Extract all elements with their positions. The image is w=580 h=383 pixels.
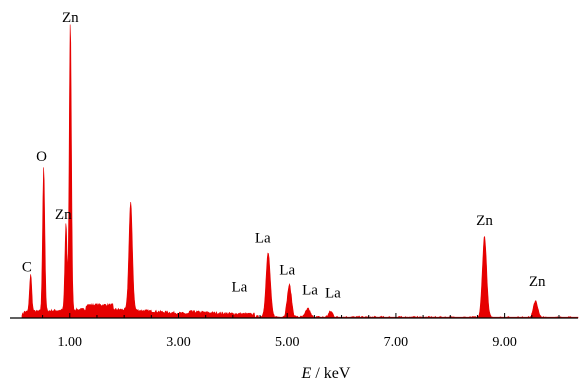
peak-label-la: La (302, 283, 318, 299)
x-tick-label: 5.00 (275, 335, 300, 350)
x-tick-label: 3.00 (166, 335, 191, 350)
x-tick-label: 7.00 (384, 335, 409, 350)
peak-label-la: La (231, 280, 247, 296)
peak-label-c: C (22, 259, 32, 275)
peak-label-zn: Zn (62, 10, 79, 26)
peak-label-zn: Zn (529, 274, 546, 290)
x-axis-label: E / keV (301, 365, 351, 382)
peak-label-zn: Zn (55, 207, 72, 223)
x-tick-label: 9.00 (492, 335, 517, 350)
peak-label-zn: Zn (476, 213, 493, 229)
peak-label-la: La (255, 230, 271, 246)
x-axis-label-variable: E (301, 365, 312, 382)
peak-labels: Zn O Zn C La La La La La Zn Zn (22, 10, 546, 302)
spectrum-area (21, 24, 579, 319)
x-axis-label-unit: / keV (311, 365, 351, 382)
peak-label-la: La (279, 262, 295, 278)
x-axis: 1.00 3.00 5.00 7.00 9.00 (10, 313, 578, 350)
peak-label-la: La (325, 286, 341, 302)
x-tick-label: 1.00 (58, 335, 83, 350)
plot-area (21, 24, 579, 319)
peak-label-o: O (36, 149, 47, 165)
